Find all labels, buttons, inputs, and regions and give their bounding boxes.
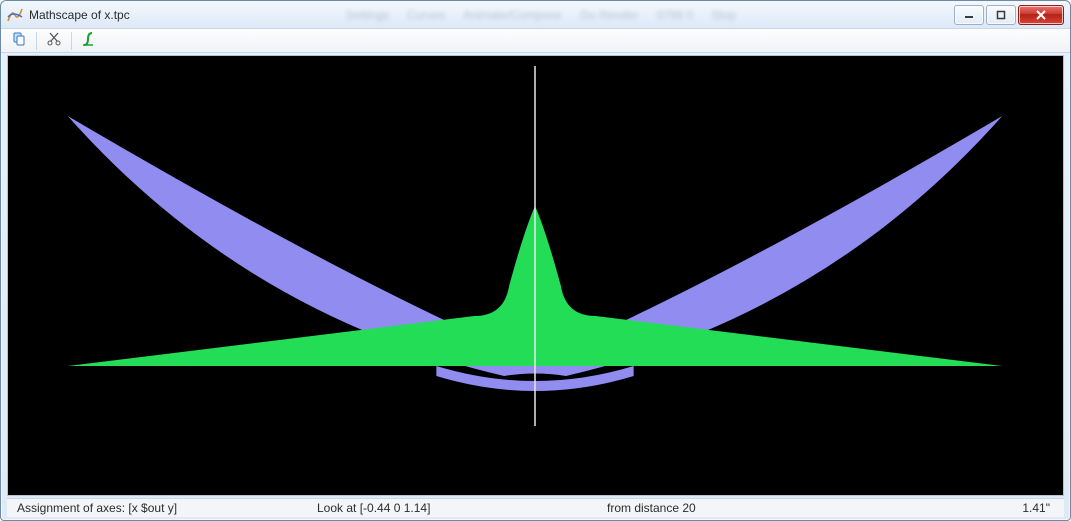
app-icon xyxy=(7,7,23,23)
copy-icon xyxy=(11,31,27,50)
toolbar-separator xyxy=(71,32,72,50)
minimize-button[interactable] xyxy=(954,5,984,25)
status-axes: Assignment of axes: [x $out y] xyxy=(11,501,311,515)
toolbar xyxy=(1,29,1070,53)
cut-button[interactable] xyxy=(42,31,66,51)
status-distance: from distance 20 xyxy=(601,501,1016,515)
status-time: 1.41" xyxy=(1016,501,1060,515)
scissors-icon xyxy=(46,31,62,50)
window-title: Mathscape of x.tpc xyxy=(29,8,130,22)
window-controls xyxy=(952,5,1064,25)
status-lookat: Look at [-0.44 0 1.14] xyxy=(311,501,601,515)
blurred-background-menu: Settings Curves Animate/Compose Go Rende… xyxy=(130,8,952,22)
titlebar[interactable]: Mathscape of x.tpc Settings Curves Anima… xyxy=(1,1,1070,29)
toolbar-separator xyxy=(36,32,37,50)
maximize-button[interactable] xyxy=(986,5,1016,25)
integral-icon xyxy=(81,31,97,50)
status-bar: Assignment of axes: [x $out y] Look at [… xyxy=(7,498,1064,517)
copy-button[interactable] xyxy=(7,31,31,51)
viewport-canvas[interactable] xyxy=(8,56,1063,495)
viewport-frame xyxy=(7,55,1064,496)
integral-button[interactable] xyxy=(77,31,101,51)
close-button[interactable] xyxy=(1018,5,1064,25)
app-window: Mathscape of x.tpc Settings Curves Anima… xyxy=(0,0,1071,521)
